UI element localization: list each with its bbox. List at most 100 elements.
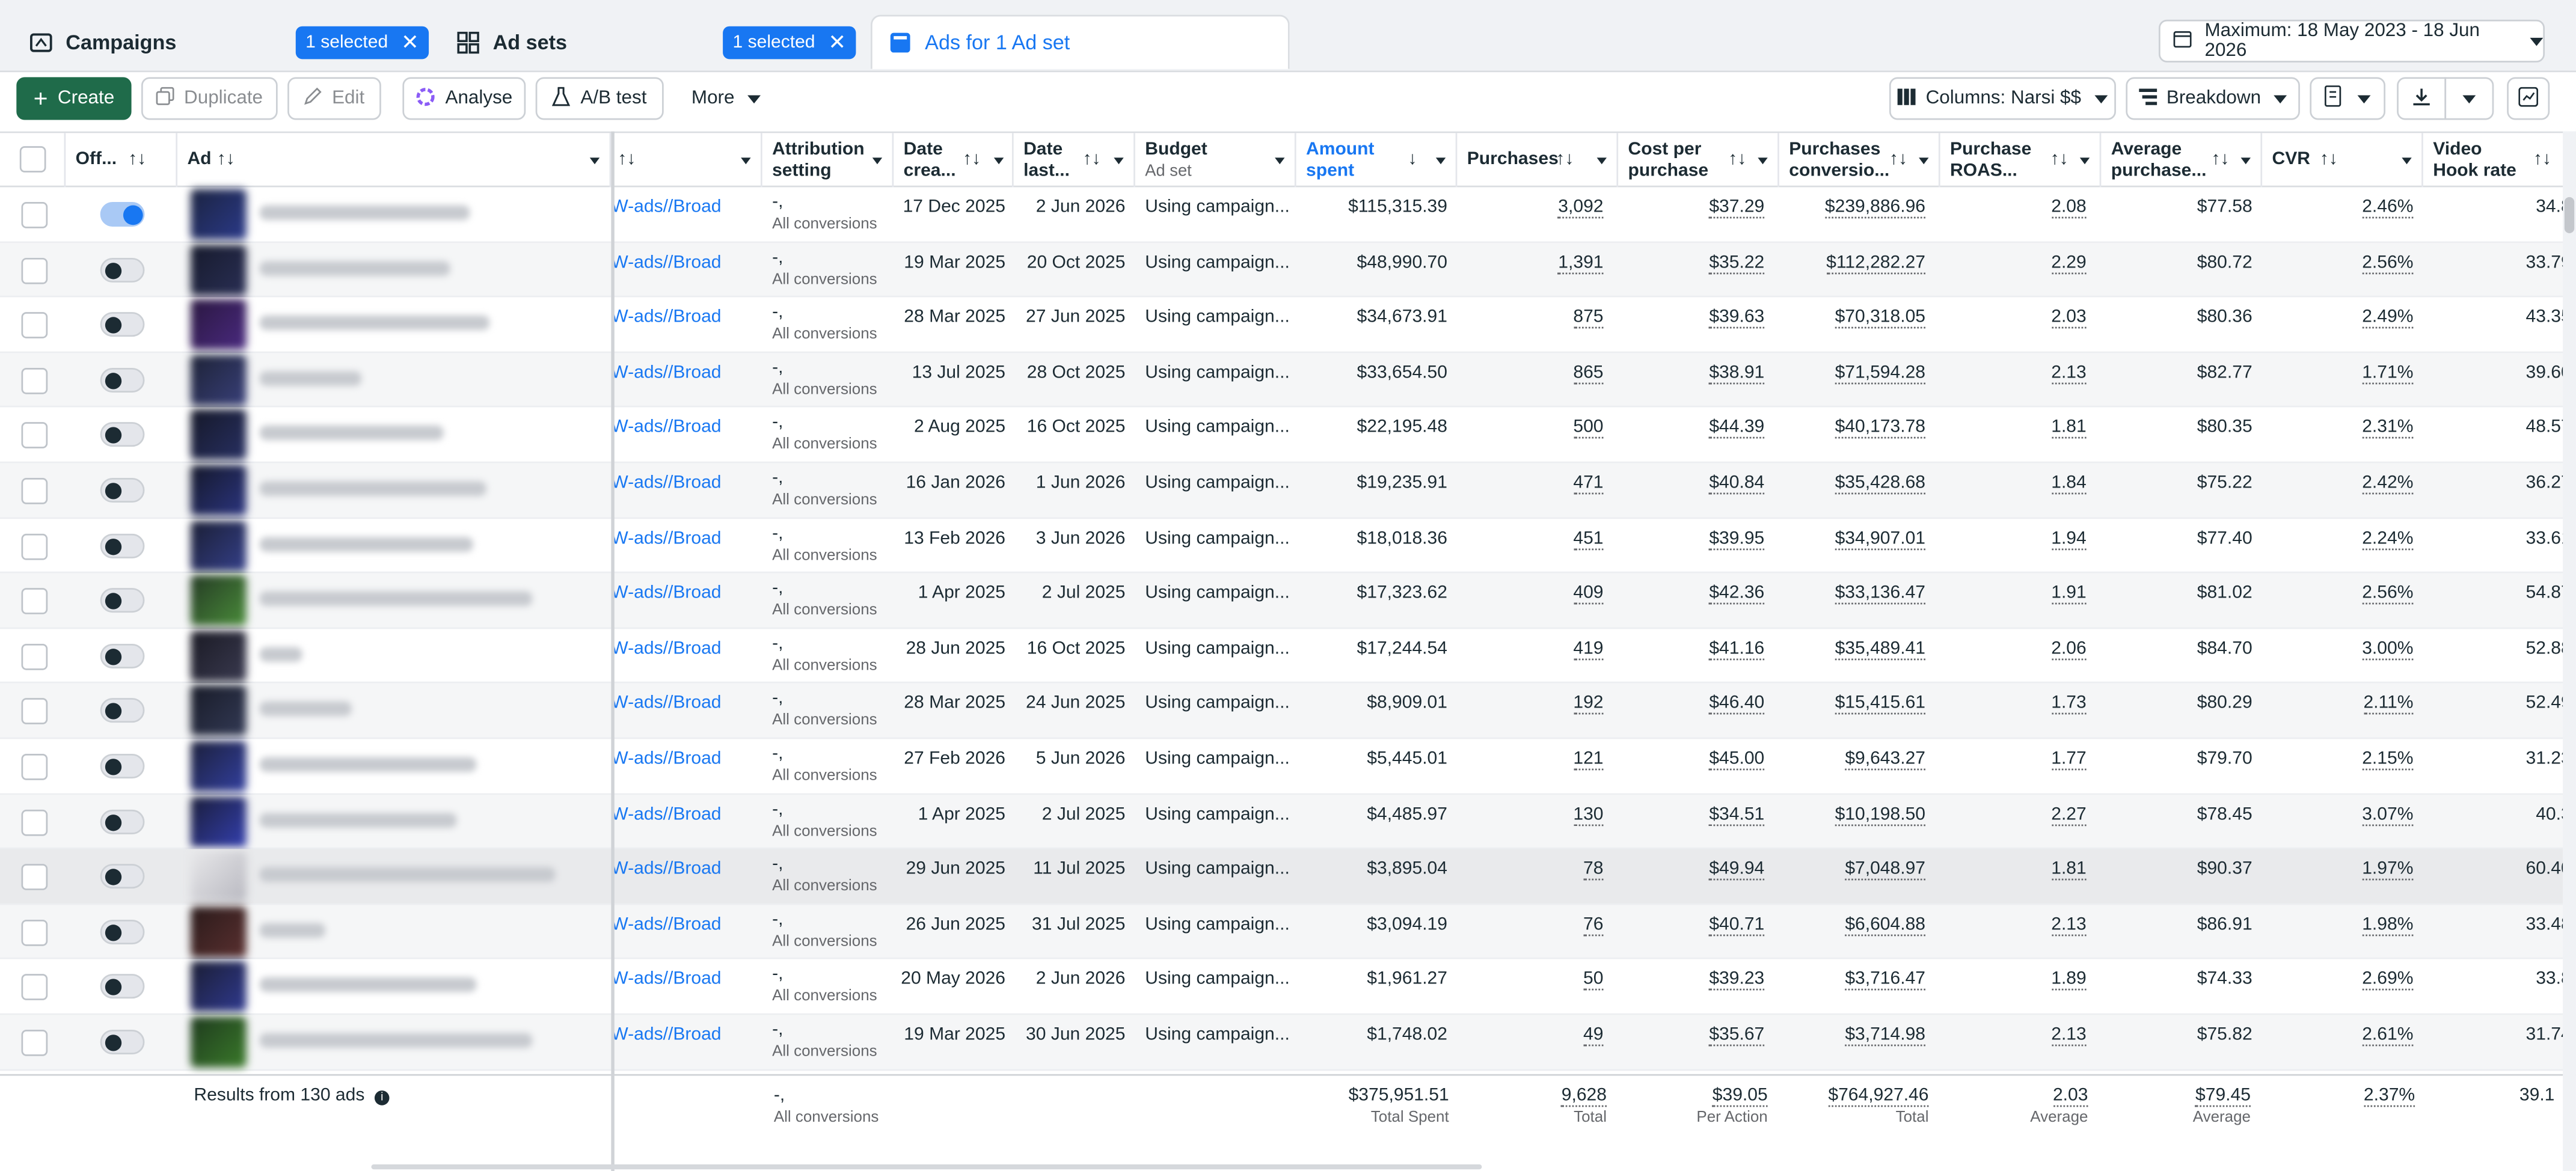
cost-per-purchase-cell[interactable]: $49.94: [1618, 849, 1765, 903]
purchases-conversion-cell[interactable]: $40,173.78: [1779, 408, 1926, 462]
delivery-toggle[interactable]: [100, 1030, 145, 1055]
cvr-cell[interactable]: 1.71%: [2262, 353, 2414, 407]
chevron-down-icon[interactable]: [1919, 157, 1929, 165]
ad-name-redacted[interactable]: [259, 702, 352, 717]
analyse-button[interactable]: Analyse: [402, 77, 526, 120]
table-row[interactable]: W-ads//Broad -, All conversions 28 Mar 2025…: [0, 298, 2576, 353]
purchases-cell[interactable]: 451: [1457, 518, 1604, 572]
cvr-cell[interactable]: 1.97%: [2262, 849, 2414, 903]
cost-per-purchase-cell[interactable]: $34.51: [1618, 794, 1765, 848]
purchase-roas-cell[interactable]: 2.13: [1940, 1015, 2087, 1069]
delivery-toggle[interactable]: [100, 312, 145, 337]
ad-thumbnail[interactable]: [190, 409, 247, 461]
cvr-cell[interactable]: 2.56%: [2262, 242, 2414, 296]
delivery-toggle[interactable]: [100, 974, 145, 1000]
delivery-toggle[interactable]: [100, 919, 145, 944]
ad-name-redacted[interactable]: [259, 426, 444, 441]
ad-name-redacted[interactable]: [259, 812, 457, 827]
purchases-conversion-cell[interactable]: $10,198.50: [1779, 794, 1926, 848]
sort-icon[interactable]: ↑↓: [963, 149, 981, 170]
purchases-cell[interactable]: 121: [1457, 739, 1604, 793]
cvr-cell[interactable]: 2.11%: [2262, 684, 2414, 738]
export-button[interactable]: [2397, 77, 2447, 120]
header-cost-per-purchase[interactable]: Cost per purchase ↑↓: [1618, 133, 1779, 189]
purchases-cell[interactable]: 865: [1457, 353, 1604, 407]
sort-icon[interactable]: ↑↓: [1889, 149, 1907, 170]
purchase-roas-cell[interactable]: 2.06: [1940, 629, 2087, 683]
row-checkbox[interactable]: [21, 1030, 48, 1056]
ad-sets-selected-badge[interactable]: 1 selected ✕: [723, 26, 856, 60]
chevron-down-icon[interactable]: [589, 157, 600, 165]
ad-link[interactable]: W-ads//Broad: [611, 242, 759, 296]
ad-thumbnail[interactable]: [190, 795, 247, 847]
purchases-conversion-cell[interactable]: $3,714.98: [1779, 1015, 1926, 1069]
purchases-conversion-cell[interactable]: $34,907.01: [1779, 518, 1926, 572]
purchase-roas-cell[interactable]: 2.08: [1940, 187, 2087, 241]
ad-name-redacted[interactable]: [259, 536, 473, 551]
purchase-roas-cell[interactable]: 2.27: [1940, 794, 2087, 848]
cvr-cell[interactable]: 2.69%: [2262, 960, 2414, 1014]
sort-icon[interactable]: ↑↓: [2319, 149, 2338, 170]
purchases-cell[interactable]: 500: [1457, 408, 1604, 462]
delivery-toggle[interactable]: [100, 367, 145, 393]
cost-per-purchase-cell[interactable]: $37.29: [1618, 187, 1765, 241]
ad-thumbnail[interactable]: [190, 519, 247, 571]
cost-per-purchase-cell[interactable]: $44.39: [1618, 408, 1765, 462]
purchases-conversion-cell[interactable]: $7,048.97: [1779, 849, 1926, 903]
ad-link[interactable]: W-ads//Broad: [611, 905, 759, 959]
ad-thumbnail[interactable]: [190, 299, 247, 350]
ad-link[interactable]: W-ads//Broad: [611, 353, 759, 407]
chart-panel-button[interactable]: [2507, 77, 2550, 120]
purchases-conversion-cell[interactable]: $33,136.47: [1779, 573, 1926, 628]
cost-per-purchase-cell[interactable]: $35.22: [1618, 242, 1765, 296]
sort-down-icon[interactable]: ↓: [1408, 149, 1417, 170]
purchases-conversion-cell[interactable]: $15,415.61: [1779, 684, 1926, 738]
purchase-roas-cell[interactable]: 1.84: [1940, 463, 2087, 517]
ad-name-redacted[interactable]: [259, 757, 477, 772]
table-row[interactable]: W-ads//Broad -, All conversions 2 Aug 2025 1…: [0, 408, 2576, 463]
sort-icon[interactable]: ↑↓: [216, 149, 235, 170]
tab-ads[interactable]: Ads for 1 Ad set: [871, 14, 1290, 69]
cost-per-purchase-cell[interactable]: $45.00: [1618, 739, 1765, 793]
table-row[interactable]: W-ads//Broad -, All conversions 13 Feb 2026…: [0, 518, 2576, 574]
row-checkbox[interactable]: [21, 257, 48, 284]
ad-thumbnail[interactable]: [190, 630, 247, 682]
horizontal-scrollbar[interactable]: [371, 1164, 1482, 1170]
table-row[interactable]: W-ads//Broad -, All conversions 16 Jan 2026…: [0, 463, 2576, 519]
cvr-cell[interactable]: 2.49%: [2262, 298, 2414, 352]
purchase-roas-cell[interactable]: 2.03: [1940, 298, 2087, 352]
purchase-roas-cell[interactable]: 1.89: [1940, 960, 2087, 1014]
row-checkbox[interactable]: [21, 974, 48, 1001]
chevron-down-icon[interactable]: [1435, 157, 1446, 165]
cost-per-purchase-cell[interactable]: $46.40: [1618, 684, 1765, 738]
purchases-cell[interactable]: 78: [1457, 849, 1604, 903]
purchases-conversion-cell[interactable]: $6,604.88: [1779, 905, 1926, 959]
delivery-toggle[interactable]: [100, 699, 145, 724]
row-checkbox[interactable]: [21, 699, 48, 725]
chevron-down-icon[interactable]: [2402, 157, 2412, 165]
purchases-cell[interactable]: 471: [1457, 463, 1604, 517]
purchase-roas-cell[interactable]: 1.81: [1940, 408, 2087, 462]
cost-per-purchase-cell[interactable]: $40.84: [1618, 463, 1765, 517]
purchases-cell[interactable]: 3,092: [1457, 187, 1604, 241]
row-checkbox[interactable]: [21, 312, 48, 339]
purchases-cell[interactable]: 76: [1457, 905, 1604, 959]
purchases-cell[interactable]: 1,391: [1457, 242, 1604, 296]
delivery-toggle[interactable]: [100, 643, 145, 668]
chevron-down-icon[interactable]: [2240, 157, 2251, 165]
row-checkbox[interactable]: [21, 864, 48, 891]
ad-link[interactable]: W-ads//Broad: [611, 684, 759, 738]
scrollbar-thumb[interactable]: [2564, 197, 2575, 233]
close-icon[interactable]: ✕: [828, 29, 847, 55]
ad-name-redacted[interactable]: [259, 481, 486, 497]
tab-campaigns[interactable]: Campaigns: [0, 15, 434, 69]
table-row[interactable]: W-ads//Broad -, All conversions 19 Mar 2025…: [0, 1015, 2576, 1071]
table-row[interactable]: W-ads//Broad -, All conversions 13 Jul 2025…: [0, 352, 2576, 408]
header-budget[interactable]: Budget Ad set: [1135, 133, 1296, 189]
ad-thumbnail[interactable]: [190, 906, 247, 958]
select-all-checkbox[interactable]: [19, 146, 46, 173]
delivery-toggle[interactable]: [100, 533, 145, 558]
sort-icon[interactable]: ↑↓: [2050, 149, 2068, 170]
cvr-cell[interactable]: 2.15%: [2262, 739, 2414, 793]
cvr-cell[interactable]: 2.61%: [2262, 1015, 2414, 1069]
